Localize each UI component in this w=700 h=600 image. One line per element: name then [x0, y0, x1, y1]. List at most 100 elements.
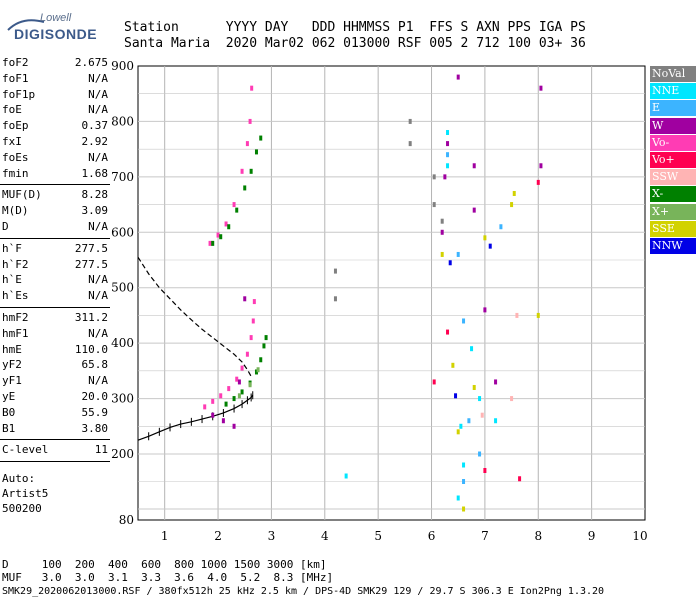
logo-swoosh-icon: [7, 19, 45, 31]
data-point-e: [499, 224, 503, 230]
param-name: h`E: [2, 273, 22, 287]
data-point-w: [483, 307, 487, 313]
data-point-nne: [459, 423, 463, 429]
data-point-voplus: [518, 476, 522, 482]
param-row-clevel: C-level 11: [2, 443, 110, 459]
data-point-vominus: [245, 141, 249, 147]
data-point-e: [467, 418, 471, 424]
data-point-xminus: [262, 343, 266, 349]
legend-item-ssw: SSW: [650, 169, 696, 186]
auto-line: Auto:: [2, 472, 36, 486]
data-point-vominus: [232, 202, 236, 208]
param-name: foEs: [2, 150, 29, 164]
param-row-hmf1: hmF1 N/A: [2, 327, 110, 343]
station-header: Station YYYY DAY DDD HHMMSS P1 FFS S AXN…: [124, 20, 586, 52]
data-point-nne: [446, 163, 450, 169]
param-name: fmin: [2, 166, 29, 180]
data-point-nnw: [448, 260, 452, 266]
data-point-w: [221, 418, 225, 424]
data-point-xplus: [237, 393, 241, 399]
data-point-nne: [494, 418, 498, 424]
param-row-b1: B1 3.80: [2, 422, 110, 438]
data-point-e: [478, 451, 482, 457]
legend-item-vominus: Vo-: [650, 134, 696, 151]
data-point-vominus: [235, 376, 239, 382]
data-point-xminus: [235, 207, 239, 213]
param-value: 55.9: [81, 405, 109, 419]
y-tick-label: 900: [111, 59, 134, 73]
plot-frame: [137, 65, 646, 521]
data-point-vominus: [245, 351, 249, 357]
data-point-xminus: [259, 135, 263, 141]
y-tick-label: 800: [111, 114, 134, 128]
param-name: hmF2: [2, 311, 29, 324]
data-point-sse: [536, 312, 540, 318]
data-point-ssw: [515, 312, 519, 318]
data-point-w: [211, 412, 215, 418]
footer-muf-line: MUF 3.0 3.0 3.1 3.3 3.6 4.0 5.2 8.3 [MHz…: [2, 571, 334, 584]
data-point-voplus: [536, 179, 540, 185]
param-separator: [0, 439, 110, 441]
param-name: MUF(D): [2, 188, 42, 202]
y-tick-label: 300: [111, 392, 134, 406]
data-point-e: [446, 152, 450, 158]
y-tick-label: 500: [111, 281, 134, 295]
data-point-w: [472, 207, 476, 213]
y-tick-label: 600: [111, 225, 134, 239]
param-row-foep: foEp 0.37: [2, 119, 110, 135]
legend-item-voplus: Vo+: [650, 152, 696, 168]
footer-scale: D 100 200 400 600 800 1000 1500 3000 [km…: [2, 558, 333, 584]
data-point-nne: [478, 396, 482, 402]
data-point-sse: [462, 506, 466, 512]
param-name: fxI: [2, 135, 22, 148]
legend-item-noval: NoVal: [650, 66, 696, 82]
data-point-w: [539, 163, 543, 169]
param-value: 110.0: [74, 342, 108, 356]
param-value: 0.37: [81, 119, 109, 133]
legend-item-nne: NNE: [650, 83, 696, 100]
data-point-nne: [456, 495, 460, 501]
param-value: N/A: [88, 374, 108, 388]
param-row-foe: foE N/A: [2, 103, 110, 119]
legend-item-nnw: NNW: [650, 238, 696, 254]
param-row-fof1: foF1 N/A: [2, 72, 110, 88]
param-name: h`F2: [2, 257, 29, 271]
x-tick-label: 5: [374, 529, 382, 543]
digisonde-logo: Lowell DIGISONDE: [4, 6, 114, 42]
data-point-noval: [432, 202, 436, 208]
data-point-w: [243, 296, 247, 302]
param-value: N/A: [88, 220, 108, 233]
param-name: foF2: [2, 56, 29, 69]
data-point-nne: [462, 462, 466, 468]
data-point-voplus: [446, 329, 450, 335]
footer-file-info: SMK29_2020062013000.RSF / 380fx512h 25 k…: [2, 586, 605, 597]
data-point-nne: [446, 130, 450, 136]
param-row-fof2: foF2 2.675: [2, 56, 110, 72]
param-row-hf2: h`F2 277.5: [2, 258, 110, 274]
data-point-e: [456, 251, 460, 257]
data-point-vominus: [250, 85, 254, 91]
data-point-vominus: [248, 118, 252, 124]
param-row-hf: h`F 277.5: [2, 242, 110, 258]
auto-scaling-info: Auto: Artist5 500200: [2, 471, 48, 516]
param-row-he: h`E N/A: [2, 273, 110, 289]
x-tick-label: 8: [534, 529, 542, 543]
data-point-ssw: [510, 396, 514, 402]
param-value: 277.5: [74, 241, 108, 255]
auto-line: 500200: [2, 502, 42, 516]
x-tick-label: 4: [321, 529, 329, 543]
data-point-xminus: [240, 389, 244, 395]
data-point-nnw: [488, 243, 492, 249]
data-point-xminus: [249, 168, 253, 174]
data-point-xminus: [211, 240, 215, 246]
param-name: C-level: [2, 443, 49, 457]
data-point-noval: [432, 174, 436, 180]
data-point-xminus: [224, 401, 228, 407]
y-tick-label: 80: [119, 513, 134, 527]
data-point-sse: [440, 251, 444, 257]
data-point-noval: [408, 141, 412, 147]
param-value: N/A: [88, 326, 108, 340]
data-point-vominus: [208, 240, 212, 246]
logo-lowell-text: Lowell: [40, 12, 72, 24]
header-line-2: Santa Maria 2020 Mar02 062 013000 RSF 00…: [124, 36, 586, 51]
